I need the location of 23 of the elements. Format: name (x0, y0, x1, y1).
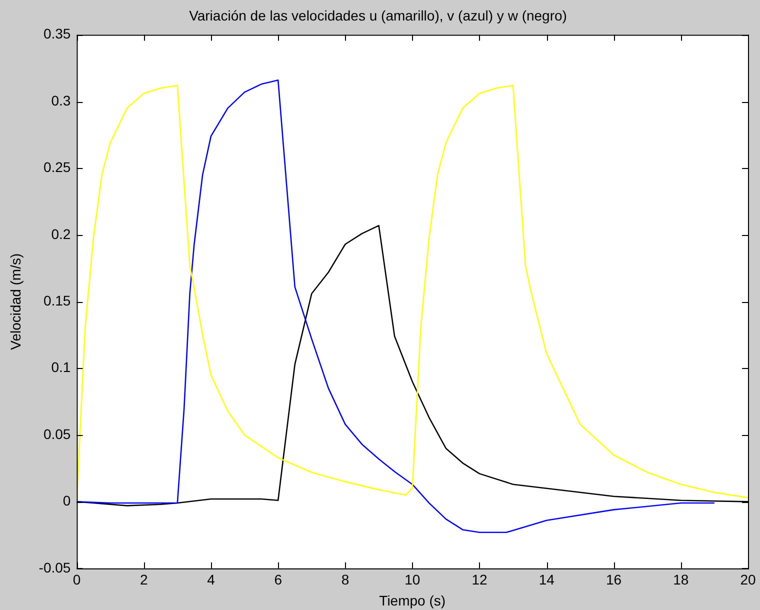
x-tick-label: 10 (404, 572, 420, 588)
x-tick-label: 4 (207, 572, 216, 588)
x-tick-label: 12 (472, 572, 488, 588)
y-tick-label: 0.35 (43, 26, 71, 42)
x-tick-label: 16 (606, 572, 622, 588)
y-tick-label: 0.25 (43, 159, 71, 176)
y-tick-label: -0.05 (38, 559, 71, 576)
y-tick-label: 0.1 (51, 359, 71, 376)
x-tick-label: 2 (140, 572, 148, 588)
y-axis-title: Velocidad (m/s) (7, 253, 24, 350)
chart-title: Variación de las velocidades u (amarillo), v (azul) y w (negro) (189, 7, 567, 24)
y-tick-label: 0.3 (51, 92, 71, 108)
x-tick-label: 20 (740, 572, 756, 588)
y-tick-label: 0.05 (43, 426, 71, 442)
y-tick-label: 0.2 (51, 226, 71, 242)
x-tick-label: 6 (274, 572, 282, 588)
x-axis-title: Tiempo (s) (379, 592, 446, 608)
x-tick-label: 8 (341, 572, 350, 588)
x-tick-label: 14 (538, 572, 555, 588)
x-tick-label: 18 (673, 572, 689, 588)
y-tick-label: 0.15 (43, 292, 71, 308)
x-tick-label: 0 (72, 572, 81, 588)
y-tick-label: 0 (62, 492, 71, 509)
